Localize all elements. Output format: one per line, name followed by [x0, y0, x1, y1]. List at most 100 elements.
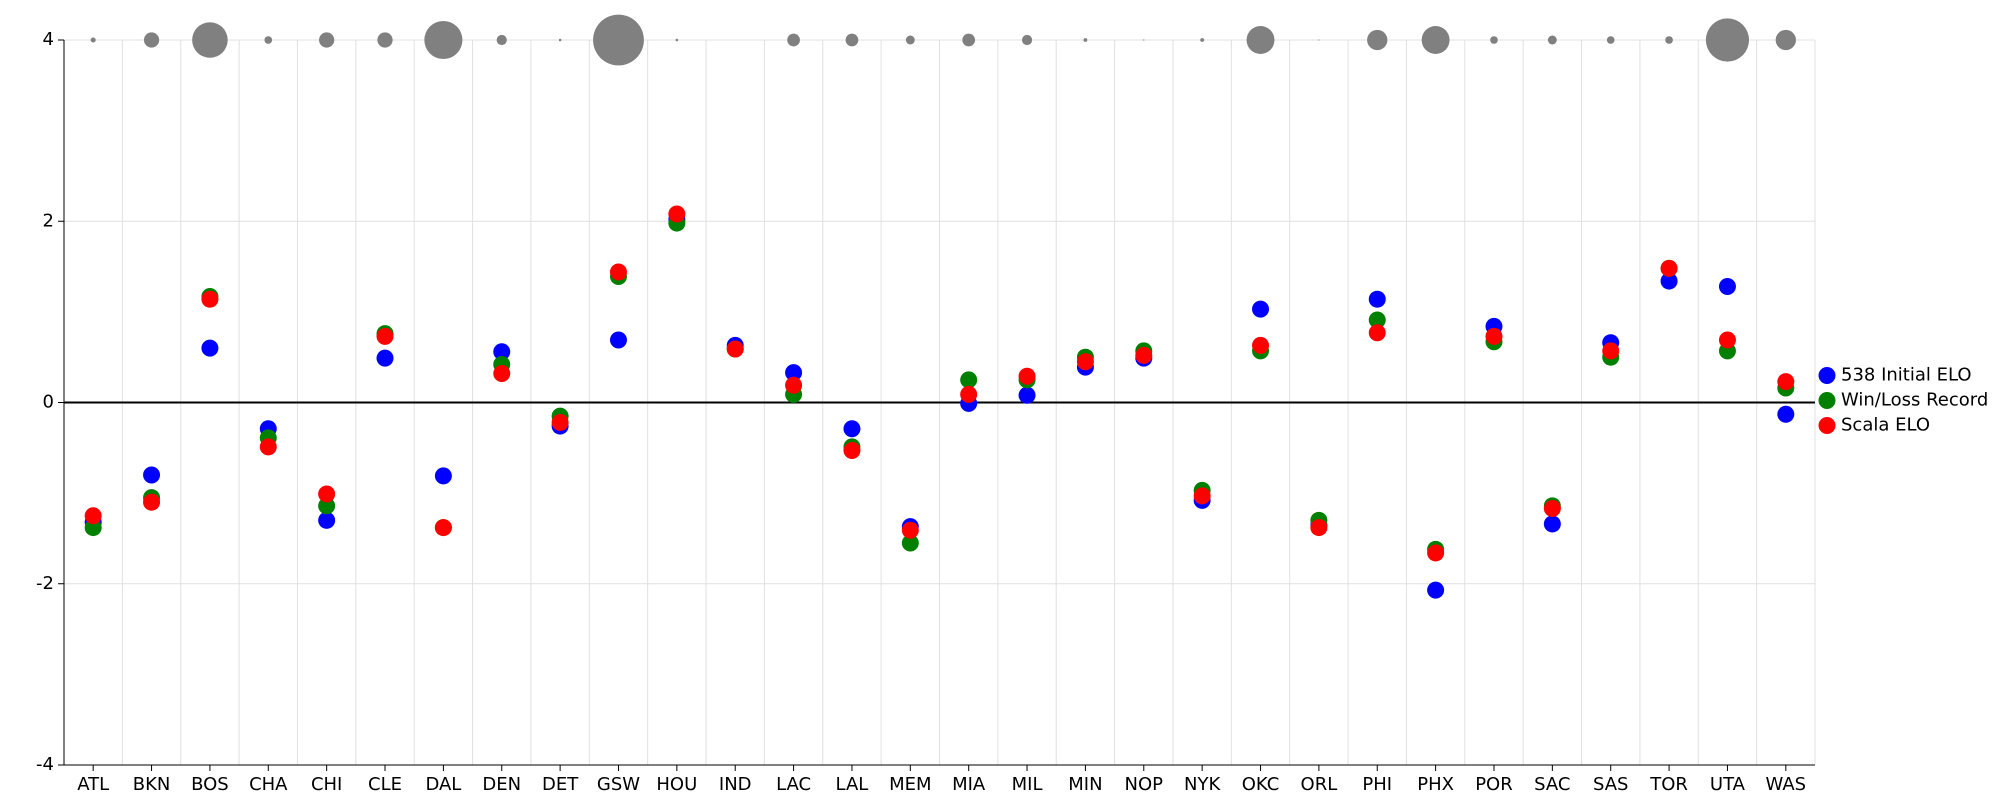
x-tick-label: MIA [952, 774, 986, 795]
point [1660, 259, 1678, 277]
size-bubble [1143, 39, 1145, 41]
size-bubble [1775, 29, 1796, 51]
point [1135, 346, 1153, 364]
x-tick-label: DET [542, 774, 579, 795]
x-tick-label: ATL [77, 774, 109, 795]
point [376, 327, 394, 345]
x-tick-label: OKC [1242, 774, 1280, 795]
size-bubble [90, 37, 96, 43]
size-bubble [1490, 36, 1498, 44]
point [259, 438, 277, 456]
x-tick-label: HOU [656, 774, 697, 795]
x-tick-label: CHI [311, 774, 342, 795]
point [843, 420, 861, 438]
point [1368, 324, 1386, 342]
size-bubble [424, 20, 463, 60]
point [1427, 581, 1445, 599]
size-bubble [496, 34, 507, 46]
y-tick-label: -4 [36, 754, 54, 775]
x-tick-label: DAL [425, 774, 461, 795]
x-tick-label: TOR [1649, 774, 1688, 795]
x-tick-label: CLE [368, 774, 402, 795]
x-tick-label: WAS [1766, 774, 1807, 795]
point [609, 263, 627, 281]
point [376, 349, 394, 367]
size-bubble [377, 32, 393, 48]
point [1602, 342, 1620, 360]
size-bubble [1367, 29, 1388, 51]
x-tick-label: UTA [1710, 774, 1746, 795]
x-tick-label: ORL [1301, 774, 1338, 795]
size-bubble [962, 33, 976, 47]
y-tick-label: -2 [36, 573, 54, 594]
x-tick-label: SAC [1534, 774, 1570, 795]
size-bubble [1421, 26, 1450, 54]
point [960, 371, 978, 389]
point [1252, 336, 1270, 354]
x-tick-label: SAS [1593, 774, 1629, 795]
point [1193, 487, 1211, 505]
point [1777, 373, 1795, 391]
point [785, 376, 803, 394]
point [84, 519, 102, 537]
size-bubble [1606, 36, 1615, 44]
point [493, 343, 511, 361]
point [1718, 278, 1736, 295]
point [201, 290, 219, 308]
point [1485, 327, 1503, 345]
x-tick-label: BKN [133, 774, 171, 795]
point [1368, 311, 1386, 329]
point [1543, 500, 1561, 518]
size-bubble [1665, 36, 1673, 44]
point [1660, 272, 1678, 290]
point [1718, 331, 1736, 349]
size-bubble [1083, 38, 1088, 42]
legend-marker [1818, 392, 1836, 409]
x-tick-label: MEM [889, 774, 931, 795]
legend-marker [1818, 417, 1836, 434]
point [1018, 367, 1036, 385]
point [143, 493, 161, 511]
x-tick-label: NYK [1184, 774, 1221, 795]
x-tick-label: DEN [482, 774, 521, 795]
point [434, 519, 452, 537]
size-bubble [264, 36, 273, 44]
point [726, 340, 744, 358]
point [785, 364, 803, 382]
point [493, 365, 511, 382]
point [901, 521, 919, 539]
size-bubble [787, 33, 800, 47]
legend-label: Scala ELO [1841, 415, 1930, 436]
size-bubble [1705, 18, 1750, 62]
x-tick-label: PHI [1362, 774, 1392, 795]
point [901, 534, 919, 552]
y-tick-label: 2 [43, 210, 54, 231]
size-bubble [1200, 38, 1205, 42]
point [609, 331, 627, 349]
legend-label: 538 Initial ELO [1841, 365, 1972, 386]
size-bubble [1246, 26, 1275, 54]
size-bubble [905, 35, 915, 45]
size-bubble [675, 38, 679, 42]
y-tick-label: 0 [43, 392, 54, 413]
point [551, 413, 569, 431]
x-tick-label: CHA [249, 774, 288, 795]
point [1543, 515, 1561, 533]
x-tick-label: NOP [1125, 774, 1164, 795]
point [318, 497, 336, 515]
point [1252, 300, 1270, 318]
point [143, 466, 161, 484]
point [1310, 519, 1328, 537]
point [434, 467, 452, 485]
x-tick-label: MIN [1068, 774, 1102, 795]
size-bubble [143, 32, 160, 48]
size-bubble [845, 33, 859, 47]
point [668, 205, 686, 223]
point [843, 442, 861, 460]
point [201, 339, 219, 357]
size-bubble [593, 14, 644, 66]
size-bubble [558, 38, 562, 42]
x-tick-label: IND [719, 774, 752, 795]
size-bubble [1021, 34, 1033, 46]
